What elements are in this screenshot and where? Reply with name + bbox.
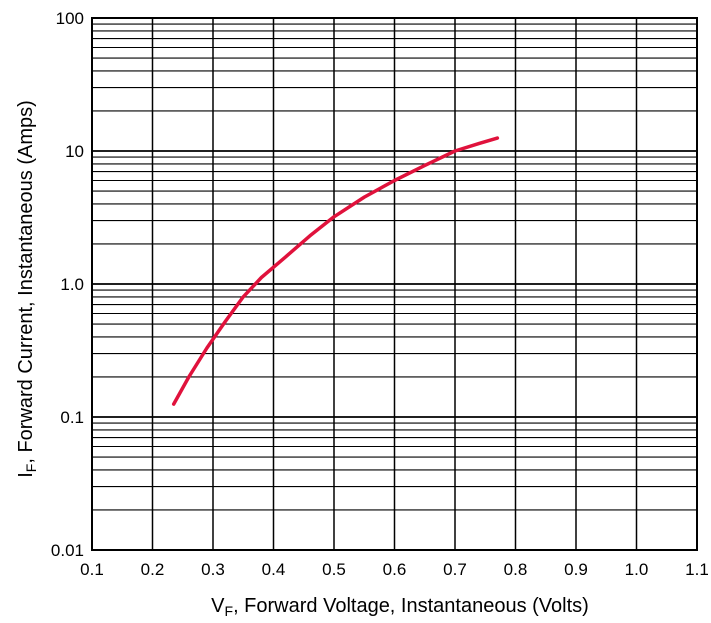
x-tick-label: 0.2: [141, 560, 165, 579]
x-tick-label: 0.3: [201, 560, 225, 579]
y-axis-title: IF, Forward Current, Instantaneous (Amps…: [15, 100, 39, 478]
y-tick-label: 0.1: [60, 408, 84, 427]
x-tick-label: 0.4: [262, 560, 286, 579]
x-tick-label: 1.1: [685, 560, 709, 579]
plot-frame: [91, 17, 698, 551]
y-tick-label: 10: [65, 142, 84, 161]
x-tick-label: 0.6: [383, 560, 407, 579]
y-tick-label: 100: [56, 9, 84, 28]
x-axis-title: VF, Forward Voltage, Instantaneous (Volt…: [211, 595, 589, 619]
x-tick-label: 0.9: [564, 560, 588, 579]
x-tick-label: 1.0: [625, 560, 649, 579]
x-tick-label: 0.5: [322, 560, 346, 579]
y-tick-label: 0.01: [51, 541, 84, 560]
x-tick-label: 0.1: [80, 560, 104, 579]
series-group: [171, 136, 500, 406]
y-tick-label: 1.0: [60, 275, 84, 294]
x-tick-label: 0.7: [443, 560, 467, 579]
x-tick-label: 0.8: [504, 560, 528, 579]
y-tick-labels: 0.01 0.1 1.0 10 100: [51, 9, 84, 560]
x-tick-labels: 0.1 0.2 0.3 0.4 0.5 0.6 0.7 0.8 0.9 1.0 1.1: [80, 560, 709, 579]
forward-current-curve: [171, 136, 500, 406]
grid: [91, 17, 698, 551]
